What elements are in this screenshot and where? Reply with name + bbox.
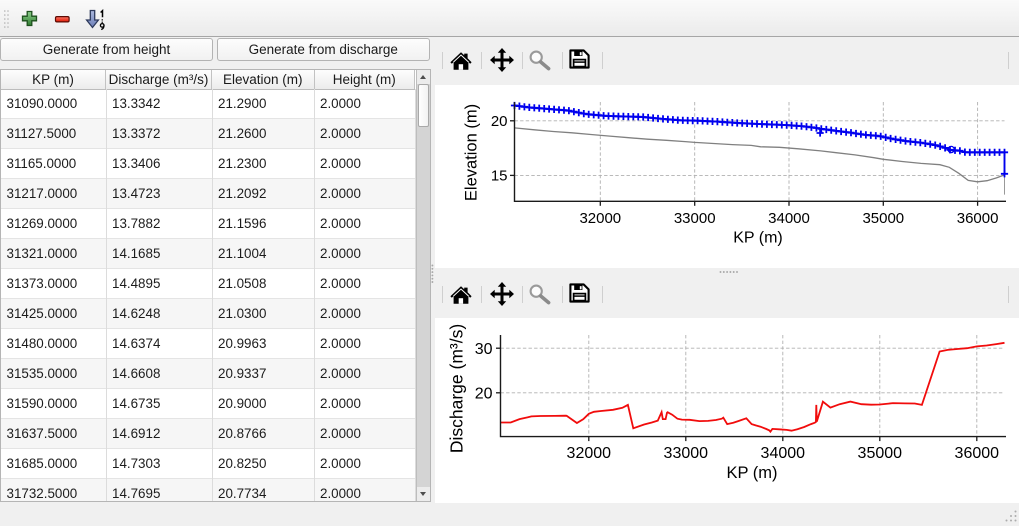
svg-text:33000: 33000: [674, 210, 716, 227]
svg-text:33000: 33000: [664, 445, 709, 462]
svg-text:Elevation (m): Elevation (m): [463, 104, 481, 201]
svg-text:35000: 35000: [862, 210, 904, 227]
svg-text:35000: 35000: [858, 445, 903, 462]
svg-text:34000: 34000: [768, 210, 810, 227]
svg-text:36000: 36000: [957, 210, 999, 227]
svg-text:36000: 36000: [955, 445, 1000, 462]
svg-text:15: 15: [491, 168, 508, 185]
svg-text:32000: 32000: [567, 445, 612, 462]
svg-text:KP (m): KP (m): [726, 464, 777, 482]
svg-text:34000: 34000: [761, 445, 806, 462]
svg-text:30: 30: [475, 341, 493, 358]
svg-text:KP (m): KP (m): [733, 230, 782, 247]
svg-text:20: 20: [491, 113, 508, 130]
svg-text:32000: 32000: [579, 210, 621, 227]
svg-text:Discharge (m³/s): Discharge (m³/s): [447, 324, 467, 453]
svg-text:20: 20: [475, 386, 493, 403]
